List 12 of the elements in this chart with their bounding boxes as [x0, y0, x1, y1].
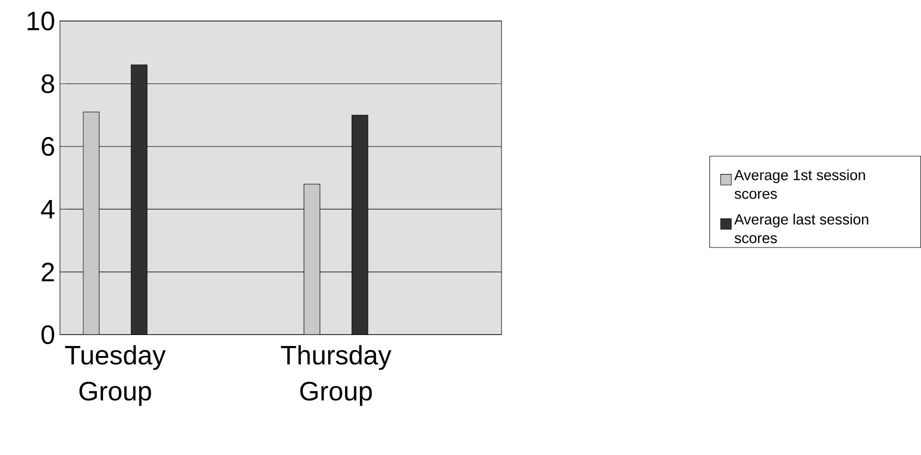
- legend-label: Average 1st session scores: [734, 170, 865, 200]
- bar: [352, 115, 368, 335]
- x-tick-label: Thursday Group: [281, 345, 392, 406]
- x-tick-label: Tuesday Group: [65, 345, 166, 406]
- y-tick-label: 6: [42, 137, 54, 156]
- y-tick-label: 4: [41, 200, 54, 219]
- bar: [130, 64, 148, 335]
- y-tick-label: 2: [42, 262, 54, 282]
- y-tick-label: 10: [28, 12, 54, 31]
- y-tick-label: 0: [41, 325, 54, 344]
- y-tick-label: 8: [42, 74, 54, 94]
- legend-label: Average last session scores: [734, 214, 868, 244]
